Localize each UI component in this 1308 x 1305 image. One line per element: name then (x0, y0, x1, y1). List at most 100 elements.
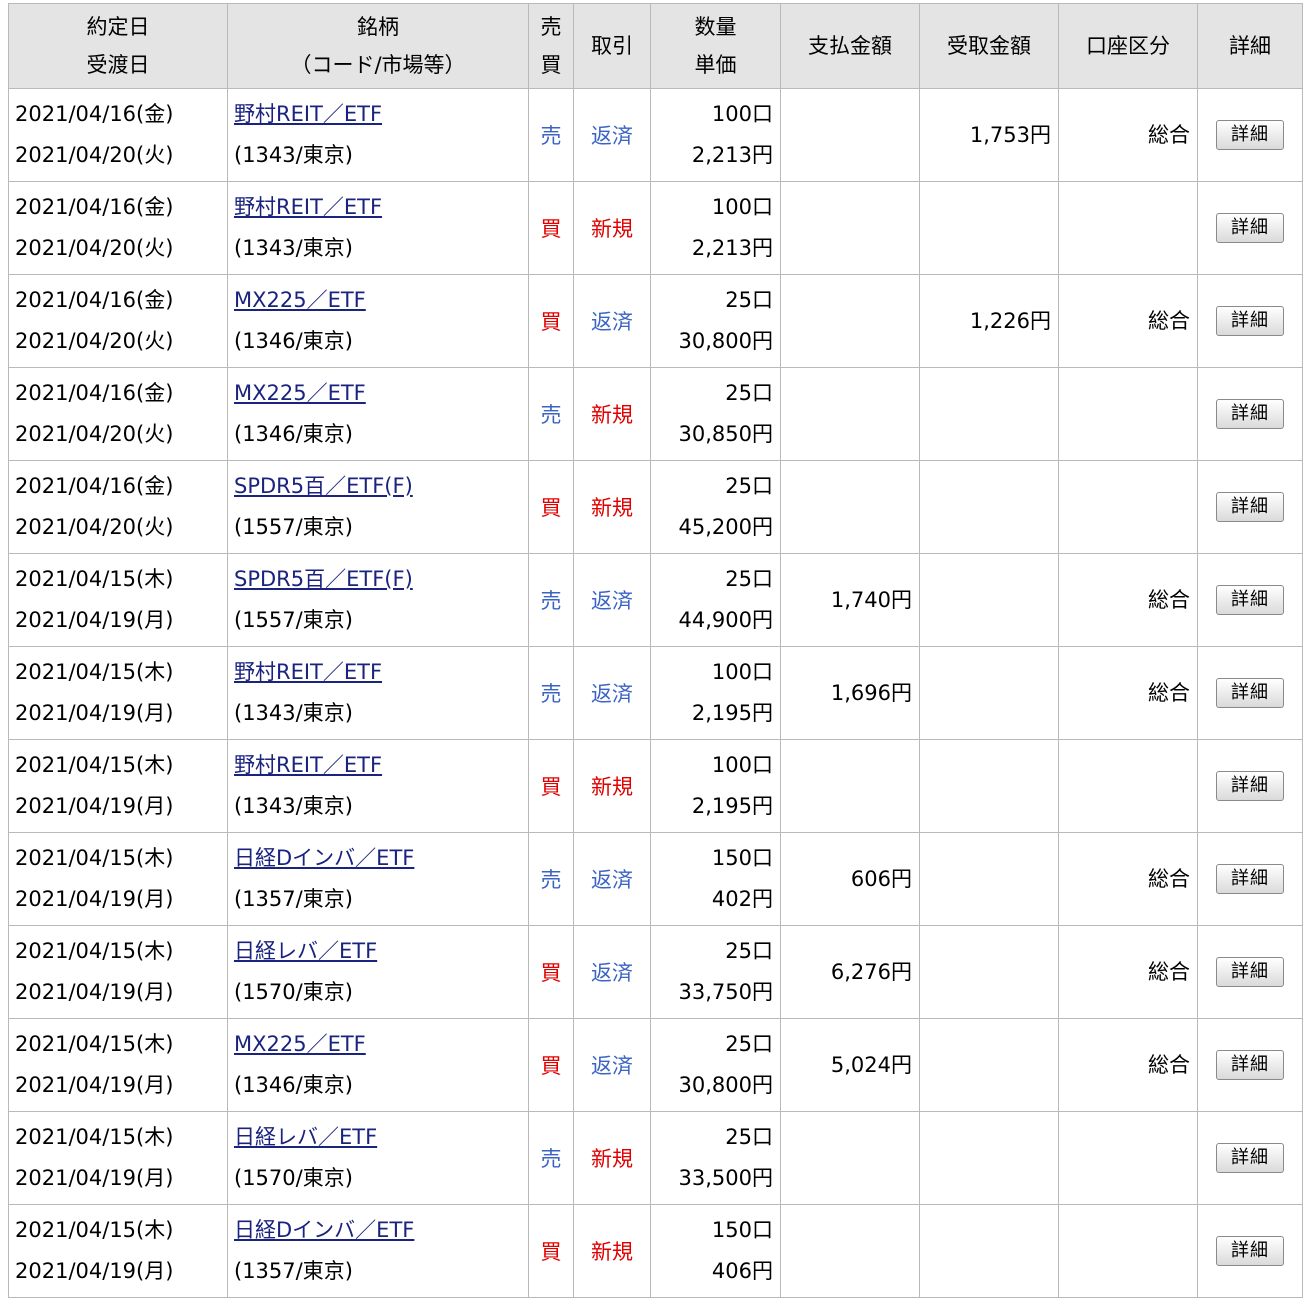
receive-amount (919, 646, 1059, 740)
qty-price-cell: 25口 33,500円 (650, 1111, 781, 1205)
receive-amount (919, 553, 1059, 647)
stock-name-link[interactable]: 日経レバ／ETF (234, 939, 378, 963)
account-type (1058, 181, 1198, 275)
quantity: 150口 (711, 1218, 773, 1242)
settle-date: 2021/04/19(月) (15, 794, 174, 818)
stock-code: (1346/東京) (234, 422, 353, 446)
stock-code: (1343/東京) (234, 143, 353, 167)
date-cell: 2021/04/15(木) 2021/04/19(月) (8, 1204, 228, 1298)
settle-date: 2021/04/20(火) (15, 236, 174, 260)
stock-cell: 日経レバ／ETF (1570/東京) (227, 925, 529, 1019)
detail-cell: 詳細 (1197, 832, 1303, 926)
side-cell: 売 (528, 88, 574, 182)
payment-amount (780, 460, 920, 554)
date-cell: 2021/04/15(木) 2021/04/19(月) (8, 832, 228, 926)
quantity: 25口 (725, 1032, 773, 1056)
trade-date: 2021/04/15(木) (15, 939, 174, 963)
stock-name-link[interactable]: MX225／ETF (234, 381, 366, 405)
header-detail: 詳細 (1197, 3, 1303, 89)
detail-cell: 詳細 (1197, 1204, 1303, 1298)
side-cell: 買 (528, 739, 574, 833)
settle-date: 2021/04/19(月) (15, 701, 174, 725)
header-trade-date: 約定日 (86, 15, 150, 39)
stock-name-link[interactable]: SPDR5百／ETF(F) (234, 474, 413, 498)
stock-name-link[interactable]: 日経レバ／ETF (234, 1125, 378, 1149)
table-row: 2021/04/16(金) 2021/04/20(火) SPDR5百／ETF(F) (… (8, 460, 1303, 554)
account-type: 総合 (1058, 88, 1198, 182)
quantity: 25口 (725, 381, 773, 405)
payment-amount (780, 367, 920, 461)
table-row: 2021/04/15(木) 2021/04/19(月) 日経Dインバ／ETF (135… (8, 1204, 1303, 1298)
detail-button[interactable]: 詳細 (1216, 957, 1284, 987)
stock-cell: MX225／ETF (1346/東京) (227, 1018, 529, 1112)
trade-type-cell: 新規 (573, 739, 651, 833)
detail-cell: 詳細 (1197, 739, 1303, 833)
header-qty: 数量 (694, 15, 737, 39)
stock-name-link[interactable]: 日経Dインバ／ETF (234, 1218, 415, 1242)
header-side: 売 買 (528, 3, 574, 89)
qty-price-cell: 100口 2,195円 (650, 646, 781, 740)
receive-amount (919, 739, 1059, 833)
account-type: 総合 (1058, 553, 1198, 647)
trade-date: 2021/04/15(木) (15, 846, 174, 870)
account-type: 総合 (1058, 832, 1198, 926)
detail-button[interactable]: 詳細 (1216, 864, 1284, 894)
trade-type-cell: 返済 (573, 925, 651, 1019)
stock-name-link[interactable]: 野村REIT／ETF (234, 660, 383, 684)
trade-date: 2021/04/15(木) (15, 753, 174, 777)
date-cell: 2021/04/16(金) 2021/04/20(火) (8, 367, 228, 461)
quantity: 100口 (711, 102, 773, 126)
receive-amount (919, 1204, 1059, 1298)
stock-code: (1557/東京) (234, 515, 353, 539)
account-type: 総合 (1058, 1018, 1198, 1112)
date-cell: 2021/04/15(木) 2021/04/19(月) (8, 1111, 228, 1205)
detail-button[interactable]: 詳細 (1216, 120, 1284, 150)
stock-name-link[interactable]: SPDR5百／ETF(F) (234, 567, 413, 591)
trade-date: 2021/04/16(金) (15, 381, 174, 405)
receive-amount: 1,226円 (919, 274, 1059, 368)
detail-button[interactable]: 詳細 (1216, 1236, 1284, 1266)
detail-cell: 詳細 (1197, 274, 1303, 368)
stock-code: (1557/東京) (234, 608, 353, 632)
stock-name-link[interactable]: 野村REIT／ETF (234, 753, 383, 777)
detail-button[interactable]: 詳細 (1216, 399, 1284, 429)
trade-type-cell: 新規 (573, 1111, 651, 1205)
stock-cell: SPDR5百／ETF(F) (1557/東京) (227, 460, 529, 554)
detail-button[interactable]: 詳細 (1216, 585, 1284, 615)
detail-button[interactable]: 詳細 (1216, 1050, 1284, 1080)
detail-cell: 詳細 (1197, 553, 1303, 647)
stock-name-link[interactable]: 野村REIT／ETF (234, 102, 383, 126)
header-stock-name: 銘柄 (357, 15, 399, 39)
detail-button[interactable]: 詳細 (1216, 213, 1284, 243)
trade-date: 2021/04/15(木) (15, 1125, 174, 1149)
table-row: 2021/04/15(木) 2021/04/19(月) 日経レバ／ETF (1570/… (8, 925, 1303, 1019)
detail-cell: 詳細 (1197, 646, 1303, 740)
detail-button[interactable]: 詳細 (1216, 492, 1284, 522)
detail-cell: 詳細 (1197, 367, 1303, 461)
trade-date: 2021/04/15(木) (15, 660, 174, 684)
qty-price-cell: 25口 44,900円 (650, 553, 781, 647)
unit-price: 406円 (711, 1259, 773, 1283)
side-cell: 売 (528, 367, 574, 461)
unit-price: 30,800円 (678, 329, 773, 353)
table-row: 2021/04/16(金) 2021/04/20(火) MX225／ETF (1346… (8, 367, 1303, 461)
trade-type-cell: 返済 (573, 88, 651, 182)
stock-name-link[interactable]: MX225／ETF (234, 1032, 366, 1056)
unit-price: 2,195円 (691, 794, 773, 818)
receive-amount (919, 181, 1059, 275)
detail-button[interactable]: 詳細 (1216, 678, 1284, 708)
stock-name-link[interactable]: 野村REIT／ETF (234, 195, 383, 219)
table-header-row: 約定日 受渡日 銘柄 （コード/市場等） 売 買 取引 数量 単価 支払金額 受… (8, 3, 1303, 89)
side-cell: 買 (528, 181, 574, 275)
stock-code: (1343/東京) (234, 701, 353, 725)
date-cell: 2021/04/15(木) 2021/04/19(月) (8, 739, 228, 833)
detail-button[interactable]: 詳細 (1216, 1143, 1284, 1173)
stock-name-link[interactable]: MX225／ETF (234, 288, 366, 312)
quantity: 25口 (725, 288, 773, 312)
table-row: 2021/04/15(木) 2021/04/19(月) 野村REIT／ETF (134… (8, 739, 1303, 833)
detail-button[interactable]: 詳細 (1216, 771, 1284, 801)
table-row: 2021/04/16(金) 2021/04/20(火) MX225／ETF (1346… (8, 274, 1303, 368)
date-cell: 2021/04/16(金) 2021/04/20(火) (8, 274, 228, 368)
stock-name-link[interactable]: 日経Dインバ／ETF (234, 846, 415, 870)
detail-button[interactable]: 詳細 (1216, 306, 1284, 336)
